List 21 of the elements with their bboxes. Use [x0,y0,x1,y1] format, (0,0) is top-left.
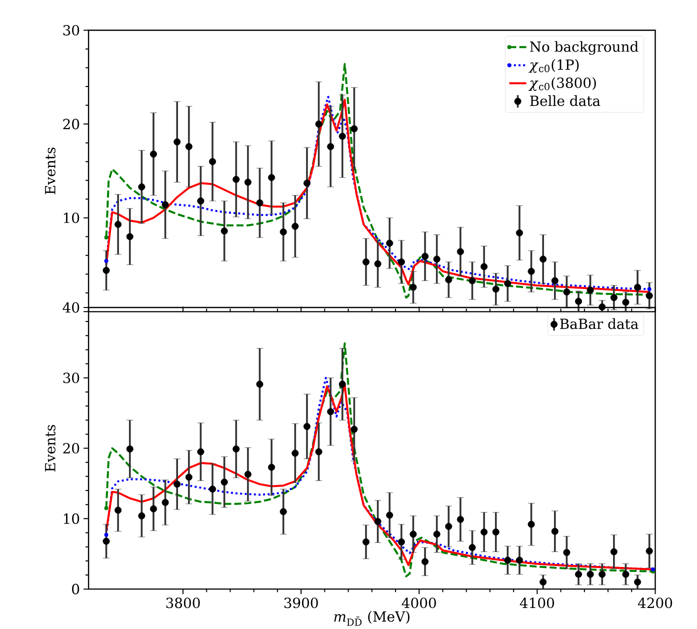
x-axis-title: m$_{DD̄}$ (MeV) [334,610,410,626]
y-tick-label: 40 [62,302,80,313]
y-axis-title: Events [45,148,56,194]
y-tick-label: 10 [64,212,80,224]
y-axis-title: Events [45,424,56,472]
legend-label: No background [530,41,638,55]
x-tick-label: 4000 [402,598,436,608]
x-tick-label: 4200 [638,598,672,608]
y-tick-label: 20 [63,442,80,454]
legend-label: χ$_{c0}$(3800) [528,77,596,91]
x-tick-label: 4100 [520,598,554,608]
legend-label: χ$_{c0}$(1P) [528,59,579,73]
y-tick-label: 20 [63,118,80,130]
y-tick-label: 0 [72,584,80,594]
x-tick-label: 3800 [166,598,200,608]
y-tick-label: 30 [63,372,80,384]
y-tick-label: 10 [64,513,80,524]
legend-label: Belle data [530,95,600,106]
legend-label: BaBar data [560,318,638,330]
y-tick-label: 30 [63,24,80,36]
x-tick-label: 3900 [284,598,318,608]
